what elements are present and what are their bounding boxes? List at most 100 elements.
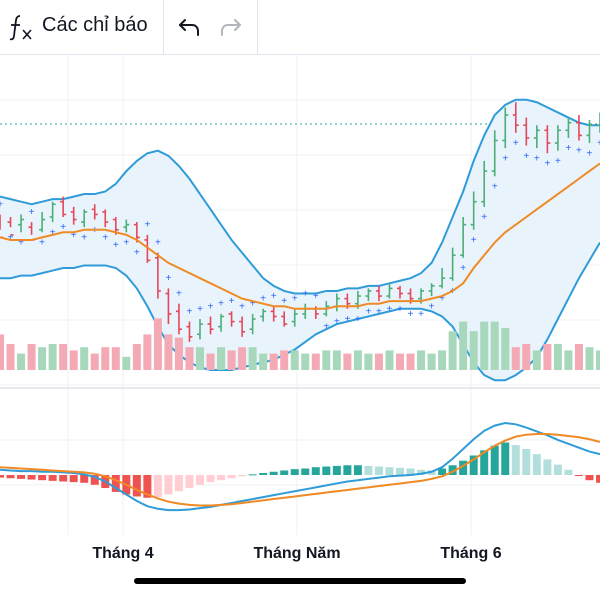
macd-histogram-bar [111,475,120,492]
volume-bar [132,344,141,370]
volume-bar [27,344,36,370]
macd-histogram-bar [80,475,89,483]
indicators-label: Các chỉ báo [42,14,148,36]
macd-histogram-bar [406,468,415,475]
volume-bar [501,328,510,370]
macd-signal-line [0,433,600,507]
sar-dot: + [0,199,3,210]
sar-dot: + [323,322,329,333]
volume-bar [174,337,183,370]
volume-bar [269,353,278,370]
sar-dot: + [397,304,403,315]
sar-dot: + [102,232,108,243]
macd-histogram-bar [438,468,447,475]
sar-dot: + [155,238,161,249]
sar-dot: + [523,151,529,162]
sar-dot: + [544,158,550,169]
macd-histogram-bar [27,475,36,480]
macd-histogram-bar [259,473,268,475]
macd-histogram-bar [332,465,341,475]
volume-bar [290,350,299,370]
macd-histogram-bar [59,475,68,482]
x-axis: Tháng 4 Tháng Năm Tháng 6 [92,545,501,562]
volume-bar [364,353,373,370]
sar-dot: + [365,306,371,317]
sar-dot: + [29,207,35,218]
sar-dot: + [344,314,350,325]
macd-histogram-bar [511,445,520,475]
sar-dot: + [81,232,87,243]
macd-histogram-bar [143,475,152,498]
sar-dot: + [334,317,340,328]
volume-bar [90,353,99,370]
sar-dot: + [292,294,298,305]
macd-histogram-bar [385,467,394,475]
sar-dot: + [502,153,508,164]
volume-bar [196,347,204,370]
macd-histogram-bar [248,474,257,476]
macd-histogram-bar [69,475,78,483]
sar-dot: + [313,291,319,302]
volume-bar [332,350,341,370]
volume-bar [438,350,447,370]
toolbar-separator [257,0,258,54]
volume-bar [469,331,478,370]
volume-bar [164,334,173,370]
macd-histogram-bar [364,465,373,475]
macd-histogram-bar [469,455,478,475]
volume-bar [596,350,600,370]
volume-bar [227,350,236,370]
volume-bar [17,353,26,370]
volume-bar [101,347,110,370]
volume-bar [38,347,47,370]
sar-dot: + [218,299,224,310]
sar-dot: + [60,222,66,233]
sar-dot: + [176,289,182,300]
sar-dot: + [208,301,214,312]
x-tick-label: Tháng 6 [440,545,501,562]
macd-histogram-bar [132,475,141,497]
volume-bar [543,344,552,370]
sar-dot: + [471,235,477,246]
volume-bar [111,347,120,370]
macd-histogram-bar [353,465,362,475]
function-fx-icon [9,15,32,41]
volume-bar [80,347,89,370]
sar-dot: + [165,273,171,284]
price-chart[interactable]: + + + + + + + + + + + + + + + + + + + + + + + + + + + + + + + + + + + + + + + +… [0,55,600,570]
volume-bar [48,344,57,370]
macd-histogram-bar [596,475,600,483]
macd-histogram-bar [490,445,499,475]
macd-histogram-bar [564,469,573,475]
macd-panel [0,421,600,512]
x-tick-label: Tháng Năm [253,545,340,562]
toolbar-separator [163,0,164,54]
moving-average-line [0,162,600,310]
undo-arrow-icon[interactable] [176,14,202,40]
volume-bars [0,318,600,370]
redo-arrow-icon[interactable] [218,14,244,40]
sar-dot: + [534,153,540,164]
volume-bar [259,353,268,370]
volume-bar [459,321,468,370]
sar-dot: + [123,238,129,249]
macd-histogram-bar [448,465,457,475]
macd-histogram-bar [543,459,552,475]
sar-dot: + [576,146,582,157]
macd-histogram-bar [196,475,204,485]
macd-histogram-bar [217,475,226,481]
bollinger-fill [0,99,600,381]
sar-dot: + [113,240,119,251]
macd-histogram-bar [206,475,215,483]
macd-histogram-bar [227,475,236,479]
bollinger-bands [0,98,600,382]
macd-histogram-bar [374,466,383,475]
sar-dot: + [408,309,414,320]
volume-bar [343,353,352,370]
volume-bar [553,344,562,370]
sar-dot: + [281,296,287,307]
macd-histogram-bar [532,454,541,475]
volume-bar [564,350,573,370]
sar-dot: + [187,306,193,317]
sar-dot: + [39,238,45,249]
